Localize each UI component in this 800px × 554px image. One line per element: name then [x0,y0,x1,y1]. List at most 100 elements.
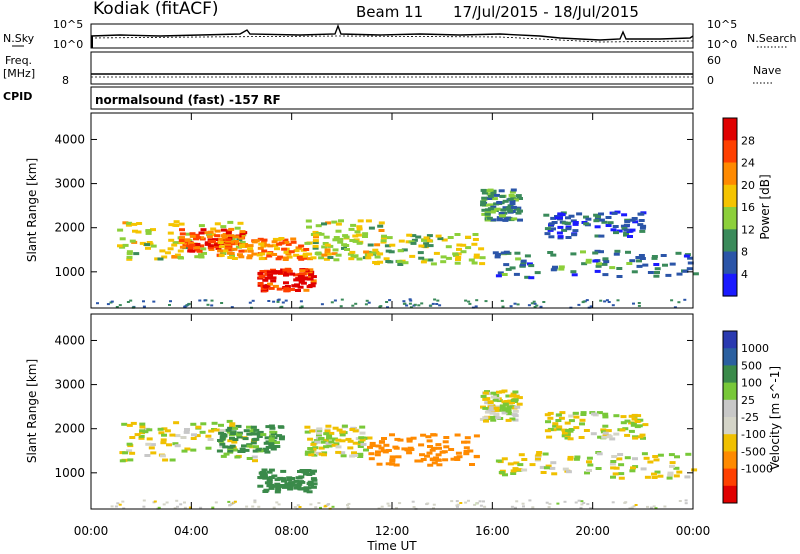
power-cell [409,299,413,302]
power-cell [629,259,636,263]
power-cell [621,227,628,230]
power-cell [302,252,309,256]
velocity-cell [509,394,516,398]
velocity-cell [426,439,433,443]
power-cell [436,299,440,302]
velocity-colorbar-swatch [723,434,737,452]
power-cell [220,302,224,304]
power-cell [331,220,338,224]
power-cell [150,244,157,248]
power-cell [263,285,270,289]
freq-unit: [MHz] [3,67,35,80]
velocity-cell [222,445,229,449]
power-cell [193,237,199,241]
power-cell [271,253,278,256]
power-cell [356,241,363,245]
velocity-cell [257,484,264,488]
power-cell [662,263,668,267]
velocity-cell [217,439,223,442]
velocity-cell [624,419,631,423]
velocity-cell [310,447,317,451]
velocity-cell [521,502,525,505]
power-cell [339,305,343,308]
velocity-cell [624,456,631,460]
power-cell [289,288,295,291]
velocity-cell [427,445,433,448]
power-cell [509,190,516,194]
power-cell [510,205,517,209]
velocity-cell [297,487,304,491]
velocity-cell [630,466,636,470]
power-cell [613,252,620,256]
power-cell [374,243,381,247]
velocity-colorbar-label: Velocity [m s^-1] [768,366,782,470]
nsearch-tick-top: 10^5 [707,18,737,31]
velocity-cell [425,435,432,439]
velocity-cell [587,463,594,467]
power-cell [227,234,234,238]
velocity-cell [298,506,302,508]
power-cell [145,246,151,250]
power-cell [362,235,368,238]
velocity-cell [331,443,338,447]
velocity-cell [236,435,243,439]
velocity-cell [505,407,512,411]
velocity-cell [673,474,680,478]
velocity-cell [630,421,637,425]
power-cell [494,255,501,259]
velocity-cell [299,480,306,484]
velocity-cell [624,501,628,504]
velocity-cell [251,455,258,459]
velocity-cell [219,442,226,446]
velocity-cell [303,470,309,474]
power-cell [570,270,577,274]
velocity-cell [555,413,562,417]
velocity-cell [516,402,523,406]
velocity-cell [616,457,623,461]
velocity-cell [347,439,354,443]
power-cell [490,192,497,195]
velocity-cell [610,466,617,470]
power-cell [324,243,331,247]
velocity-cell [304,425,311,429]
velocity-cell [375,444,382,448]
velocity-cell [389,455,396,459]
velocity-cell [544,429,551,433]
velocity-cell [634,504,638,506]
velocity-cell [162,458,169,462]
velocity-cell [501,408,508,412]
power-cell [164,251,171,255]
power-cell [507,204,514,208]
velocity-cell [293,486,300,490]
power-cell [257,282,264,285]
time-tick-label: 08:00 [274,524,309,538]
power-cell [613,231,619,235]
velocity-cell [184,447,191,451]
velocity-cell [405,448,412,452]
power-cell [675,251,682,255]
velocity-cell [383,443,390,447]
power-cell [230,306,234,309]
power-cell [267,282,273,286]
power-panel: 1000 2000 3000 4000 Slant Range [km] [25,112,699,309]
velocity-cell [352,441,359,445]
power-cell [673,306,677,309]
power-cell [607,221,614,225]
velocity-cell [637,435,644,439]
power-cell [201,251,207,255]
velocity-cell [442,458,449,462]
power-cell [356,227,363,231]
velocity-cell [651,472,657,476]
velocity-cell [121,500,125,503]
velocity-cell [142,499,146,502]
power-cell [417,251,424,255]
velocity-cell [489,406,496,410]
nsearch-label: N.Search [747,32,797,45]
velocity-cell [335,438,342,442]
power-cell [487,203,494,207]
velocity-cell [331,437,338,441]
power-cell [264,276,271,280]
power-cell [229,254,235,258]
power-cell [177,249,184,253]
velocity-cell [501,457,508,461]
